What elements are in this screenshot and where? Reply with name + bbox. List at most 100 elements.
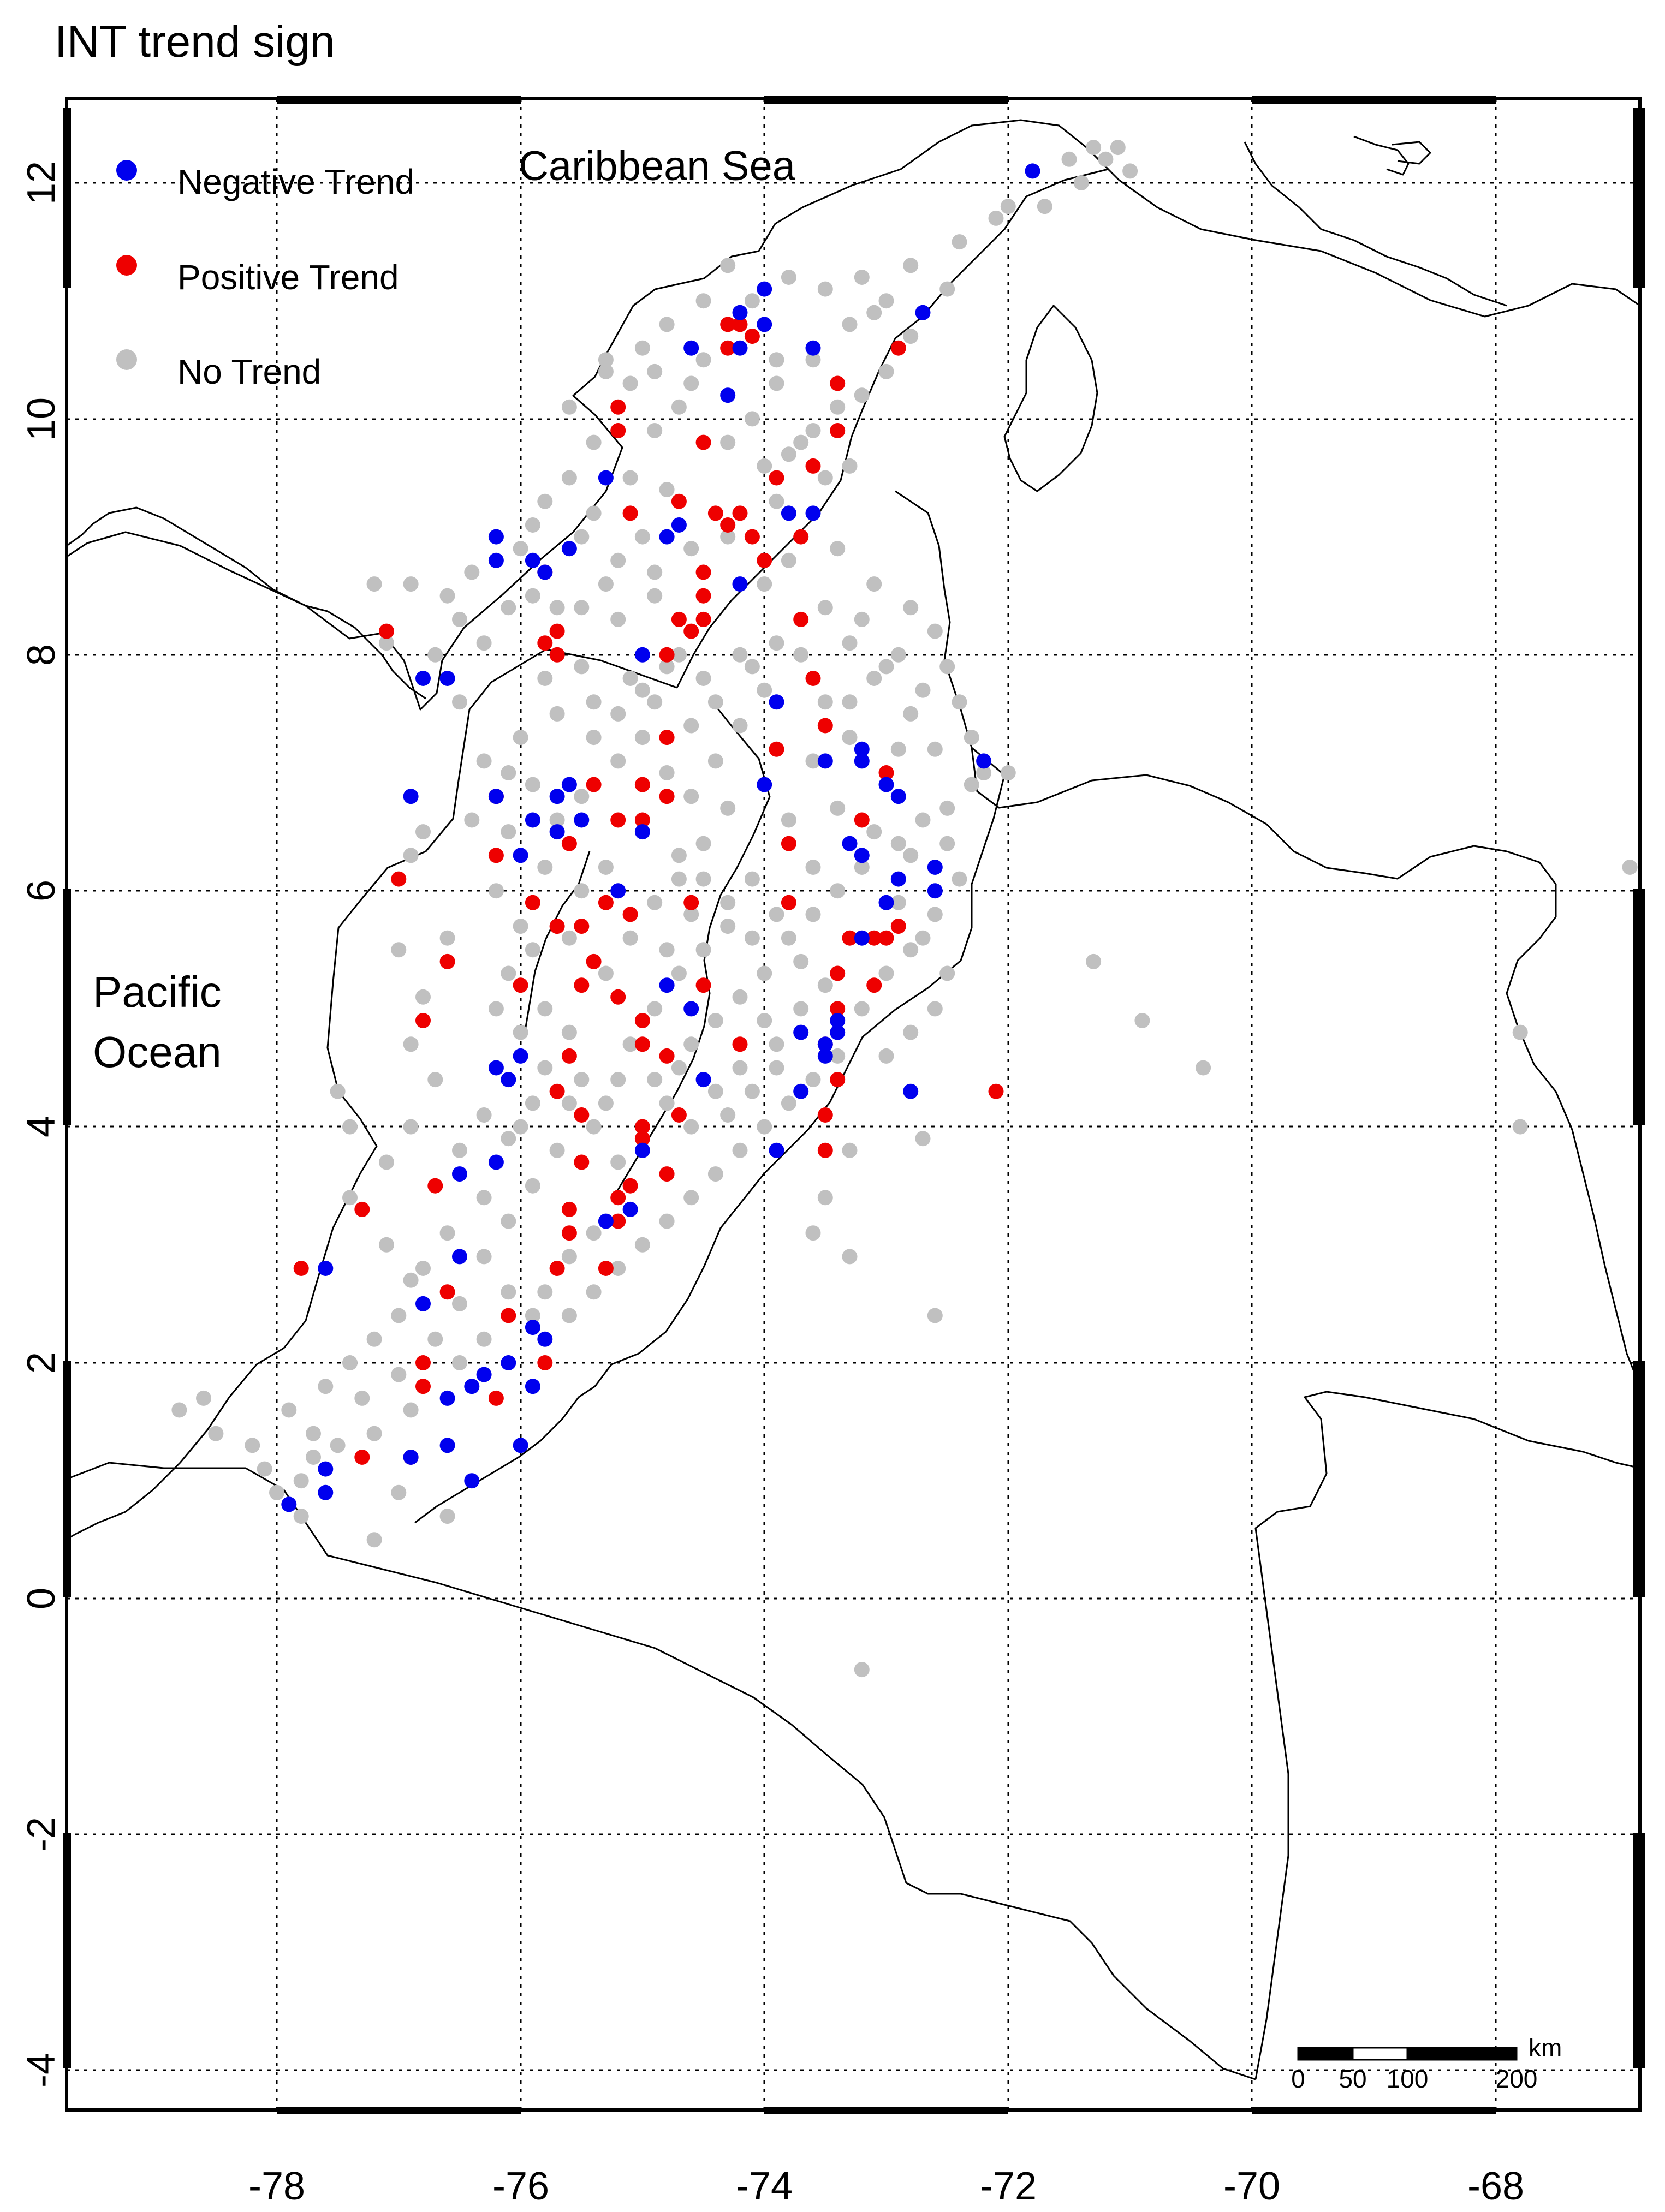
station-point-negative-trend — [878, 777, 894, 792]
station-point-no-trend — [586, 1284, 602, 1300]
station-point-negative-trend — [610, 883, 626, 899]
station-point-no-trend — [257, 1461, 272, 1477]
station-point-no-trend — [574, 600, 590, 616]
station-point-no-trend — [769, 375, 784, 391]
station-point-positive-trend — [830, 423, 846, 438]
station-point-no-trend — [781, 930, 796, 946]
x-tick-label: -74 — [736, 2165, 793, 2208]
station-point-positive-trend — [781, 836, 796, 851]
station-point-no-trend — [586, 1225, 602, 1241]
station-point-no-trend — [927, 741, 943, 757]
station-point-no-trend — [634, 730, 650, 746]
label-caribbean-sea: Caribbean Sea — [519, 143, 796, 189]
station-point-no-trend — [647, 895, 663, 910]
station-point-no-trend — [342, 1355, 358, 1370]
station-point-no-trend — [634, 682, 650, 698]
station-point-no-trend — [1037, 199, 1052, 214]
station-point-no-trend — [513, 730, 528, 746]
station-point-positive-trend — [622, 1178, 638, 1194]
station-point-no-trend — [720, 800, 736, 816]
station-point-no-trend — [952, 234, 967, 250]
station-point-no-trend — [842, 635, 858, 651]
station-point-negative-trend — [318, 1261, 334, 1276]
station-point-no-trend — [1086, 953, 1102, 969]
station-point-no-trend — [878, 363, 894, 379]
station-point-no-trend — [769, 635, 784, 651]
station-point-no-trend — [318, 1379, 334, 1394]
station-point-negative-trend — [927, 883, 943, 899]
station-point-positive-trend — [561, 1201, 577, 1217]
station-point-no-trend — [403, 1119, 419, 1135]
station-point-positive-trend — [488, 1390, 504, 1406]
station-point-negative-trend — [513, 848, 528, 863]
station-point-no-trend — [1122, 163, 1138, 179]
coastline-panama — [66, 506, 426, 700]
station-point-positive-trend — [574, 1154, 590, 1170]
station-point-negative-trend — [439, 1438, 455, 1453]
station-point-no-trend — [830, 883, 846, 899]
station-point-no-trend — [610, 1154, 626, 1170]
station-point-negative-trend — [890, 871, 906, 887]
station-point-no-trend — [915, 812, 931, 828]
station-point-no-trend — [659, 317, 675, 332]
station-point-positive-trend — [866, 930, 882, 946]
island-curacao — [1353, 135, 1410, 176]
station-point-negative-trend — [488, 1154, 504, 1170]
scale-unit: km — [1529, 2034, 1562, 2062]
station-point-negative-trend — [464, 1379, 480, 1394]
station-point-no-trend — [598, 363, 614, 379]
station-point-no-trend — [757, 1013, 772, 1028]
station-point-positive-trend — [757, 552, 772, 568]
station-point-positive-trend — [659, 1166, 675, 1182]
station-point-positive-trend — [610, 1190, 626, 1206]
station-point-no-trend — [671, 848, 687, 863]
lake-maracaibo — [1003, 305, 1098, 492]
station-point-no-trend — [817, 281, 833, 297]
station-point-no-trend — [610, 1072, 626, 1088]
station-point-positive-trend — [439, 953, 455, 969]
station-point-no-trend — [757, 682, 772, 698]
station-point-positive-trend — [415, 1379, 431, 1394]
station-point-no-trend — [403, 1036, 419, 1052]
station-point-no-trend — [598, 860, 614, 875]
station-point-negative-trend — [732, 340, 748, 356]
station-point-no-trend — [622, 375, 638, 391]
station-point-no-trend — [366, 1532, 382, 1548]
station-point-no-trend — [720, 919, 736, 934]
station-point-no-trend — [659, 1213, 675, 1229]
station-point-negative-trend — [854, 848, 870, 863]
station-point-no-trend — [647, 1072, 663, 1088]
station-point-no-trend — [622, 470, 638, 486]
station-point-no-trend — [634, 340, 650, 356]
station-point-no-trend — [720, 434, 736, 450]
station-point-positive-trend — [842, 930, 858, 946]
station-point-negative-trend — [732, 305, 748, 320]
station-point-negative-trend — [549, 789, 565, 804]
station-point-no-trend — [537, 493, 553, 509]
station-point-no-trend — [501, 600, 516, 616]
station-point-negative-trend — [281, 1496, 297, 1512]
station-point-positive-trend — [866, 977, 882, 993]
station-point-no-trend — [659, 1095, 675, 1111]
station-point-no-trend — [842, 694, 858, 710]
station-point-positive-trend — [890, 919, 906, 934]
station-point-no-trend — [171, 1402, 187, 1418]
station-point-positive-trend — [610, 399, 626, 415]
station-point-no-trend — [781, 446, 796, 462]
station-point-no-trend — [854, 387, 870, 403]
station-point-positive-trend — [439, 1284, 455, 1300]
station-point-no-trend — [610, 1261, 626, 1276]
station-point-no-trend — [683, 907, 699, 922]
station-point-no-trend — [208, 1426, 224, 1441]
station-point-no-trend — [659, 765, 675, 780]
station-point-no-trend — [574, 883, 590, 899]
legend-notrend-label: No Trend — [177, 352, 321, 391]
station-point-positive-trend — [634, 1036, 650, 1052]
station-point-positive-trend — [671, 611, 687, 627]
station-point-no-trend — [854, 611, 870, 627]
station-point-positive-trend — [561, 1225, 577, 1241]
station-point-negative-trend — [598, 1213, 614, 1229]
station-point-no-trend — [525, 1178, 540, 1194]
station-point-no-trend — [903, 329, 919, 344]
y-tick-label: -2 — [20, 1817, 63, 1852]
